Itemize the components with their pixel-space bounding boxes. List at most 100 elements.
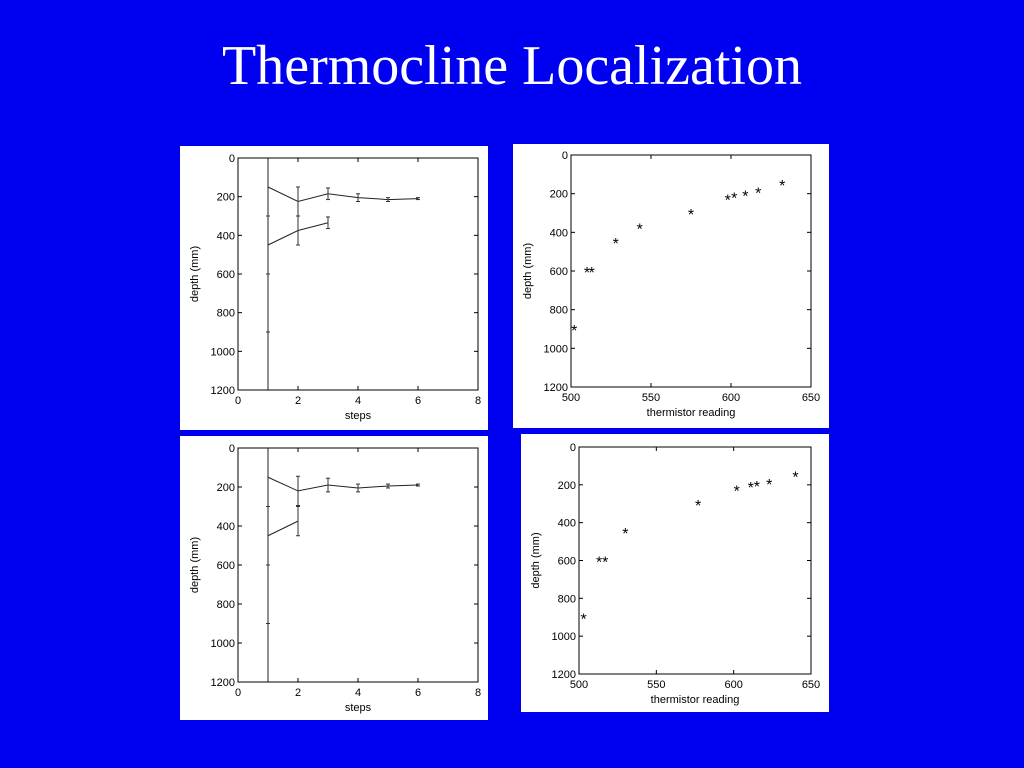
x-tick-label: 6: [415, 395, 421, 407]
series-line-1: [267, 476, 419, 492]
y-tick-label: 0: [229, 153, 235, 165]
error-bar: [326, 187, 330, 201]
scatter-point: *: [637, 222, 643, 239]
error-bar: [296, 506, 300, 537]
y-tick-label: 1000: [544, 343, 568, 355]
x-tick-label: 2: [295, 687, 301, 699]
y-tick-label: 200: [217, 482, 235, 494]
y-tick-label: 600: [217, 560, 235, 572]
scatter-point: *: [742, 189, 748, 206]
chart-steps-top: 0 2 4 6 8 0 200 400 600 800 1000 1200 steps depth (mm…: [189, 153, 481, 422]
x-tick-label: 500: [570, 679, 588, 691]
y-tick-label: 600: [558, 556, 576, 568]
x-tick-label: 550: [642, 392, 660, 404]
x-tick-label: 600: [724, 679, 742, 691]
x-tick-label: 550: [647, 679, 665, 691]
x-tick-label: 8: [475, 395, 481, 407]
slide-title: Thermocline Localization: [222, 35, 802, 97]
y-tick-label: 1000: [211, 638, 235, 650]
chart-panel-thermistor-bottom: 500 550 600 650 0 200 400 600 800 1000 1200 thermis…: [521, 434, 829, 712]
scatter-point: *: [581, 611, 587, 628]
y-axis-label: depth (mm): [530, 532, 542, 588]
y-tick-label: 1200: [552, 669, 576, 681]
chart-thermistor-top: 500 550 600 650 0 200 400 600 800 1000 1200 thermis…: [522, 150, 820, 419]
y-tick-label: 0: [229, 443, 235, 455]
scatter-point: *: [779, 178, 785, 195]
series-line-2: [267, 520, 299, 537]
y-tick-label: 400: [558, 518, 576, 530]
scatter-point: *: [725, 193, 731, 210]
error-bar: [326, 216, 330, 230]
plot-frame: [237, 157, 479, 391]
error-bar: [386, 197, 390, 202]
x-tick-label: 600: [722, 392, 740, 404]
y-tick-label: 600: [217, 269, 235, 281]
plot-frame: [578, 446, 812, 675]
x-axis-label: steps: [345, 702, 372, 714]
x-tick-label: 4: [355, 395, 361, 407]
scatter-point: *: [734, 484, 740, 501]
x-axis-label: thermistor reading: [647, 407, 736, 419]
chart-panel-steps-top: 0 2 4 6 8 0 200 400 600 800 1000 1200 steps depth (mm…: [180, 146, 488, 430]
chart-panel-steps-bottom: 0 2 4 6 8 0 200 400 600 800 1000 1200 steps depth (mm…: [180, 436, 488, 720]
y-axis-label: depth (mm): [522, 243, 534, 299]
error-bar: [356, 193, 360, 202]
y-tick-label: 400: [550, 227, 568, 239]
scatter-point: *: [748, 480, 754, 497]
error-bar: [296, 215, 300, 246]
y-tick-label: 1200: [544, 382, 568, 394]
series-line-1: [267, 186, 419, 203]
x-axis-label: thermistor reading: [651, 694, 740, 706]
error-bar: [416, 483, 420, 487]
plot-frame: [570, 154, 812, 388]
y-tick-label: 1200: [211, 385, 235, 397]
scatter-point: *: [613, 236, 619, 253]
x-tick-label: 0: [235, 687, 241, 699]
y-tick-label: 200: [550, 189, 568, 201]
y-tick-label: 1000: [552, 631, 576, 643]
scatter-point: *: [571, 323, 577, 340]
y-tick-label: 800: [217, 308, 235, 320]
error-bar: [296, 475, 300, 507]
scatter-point: *: [688, 207, 694, 224]
scatter-point: *: [584, 265, 590, 282]
y-tick-label: 600: [550, 266, 568, 278]
x-tick-label: 8: [475, 687, 481, 699]
scatter-point: *: [596, 555, 602, 572]
y-tick-label: 800: [550, 305, 568, 317]
x-tick-label: 0: [235, 395, 241, 407]
scatter-point: *: [755, 186, 761, 203]
x-tick-label: 2: [295, 395, 301, 407]
chart-thermistor-bottom: 500 550 600 650 0 200 400 600 800 1000 1200 thermis…: [530, 442, 820, 706]
y-tick-label: 1200: [211, 677, 235, 689]
y-axis-label: depth (mm): [189, 537, 201, 593]
scatter-point: *: [602, 555, 608, 572]
x-tick-label: 650: [802, 679, 820, 691]
x-tick-label: 500: [562, 392, 580, 404]
y-tick-label: 0: [570, 442, 576, 454]
x-tick-label: 6: [415, 687, 421, 699]
y-tick-label: 400: [217, 521, 235, 533]
error-bar: [356, 483, 360, 493]
chart-steps-bottom: 0 2 4 6 8 0 200 400 600 800 1000 1200 steps depth (mm…: [189, 443, 481, 714]
y-tick-label: 200: [217, 192, 235, 204]
y-axis-label: depth (mm): [189, 246, 201, 302]
x-tick-label: 4: [355, 687, 361, 699]
scatter-point: *: [792, 469, 798, 486]
error-bar: [386, 483, 390, 489]
x-tick-label: 650: [802, 392, 820, 404]
scatter-point: *: [622, 526, 628, 543]
chart-panel-thermistor-top: 500 550 600 650 0 200 400 600 800 1000 1200 thermis…: [513, 144, 829, 428]
scatter-point: *: [589, 265, 595, 282]
y-tick-label: 1000: [211, 346, 235, 358]
x-axis-label: steps: [345, 410, 372, 422]
plot-frame: [237, 447, 479, 683]
y-tick-label: 400: [217, 230, 235, 242]
scatter-point: *: [754, 479, 760, 496]
scatter-point: *: [731, 191, 737, 208]
error-bar: [416, 197, 420, 201]
scatter-point: *: [695, 498, 701, 515]
error-bar: [326, 477, 330, 493]
y-tick-label: 800: [558, 593, 576, 605]
y-tick-label: 200: [558, 480, 576, 492]
